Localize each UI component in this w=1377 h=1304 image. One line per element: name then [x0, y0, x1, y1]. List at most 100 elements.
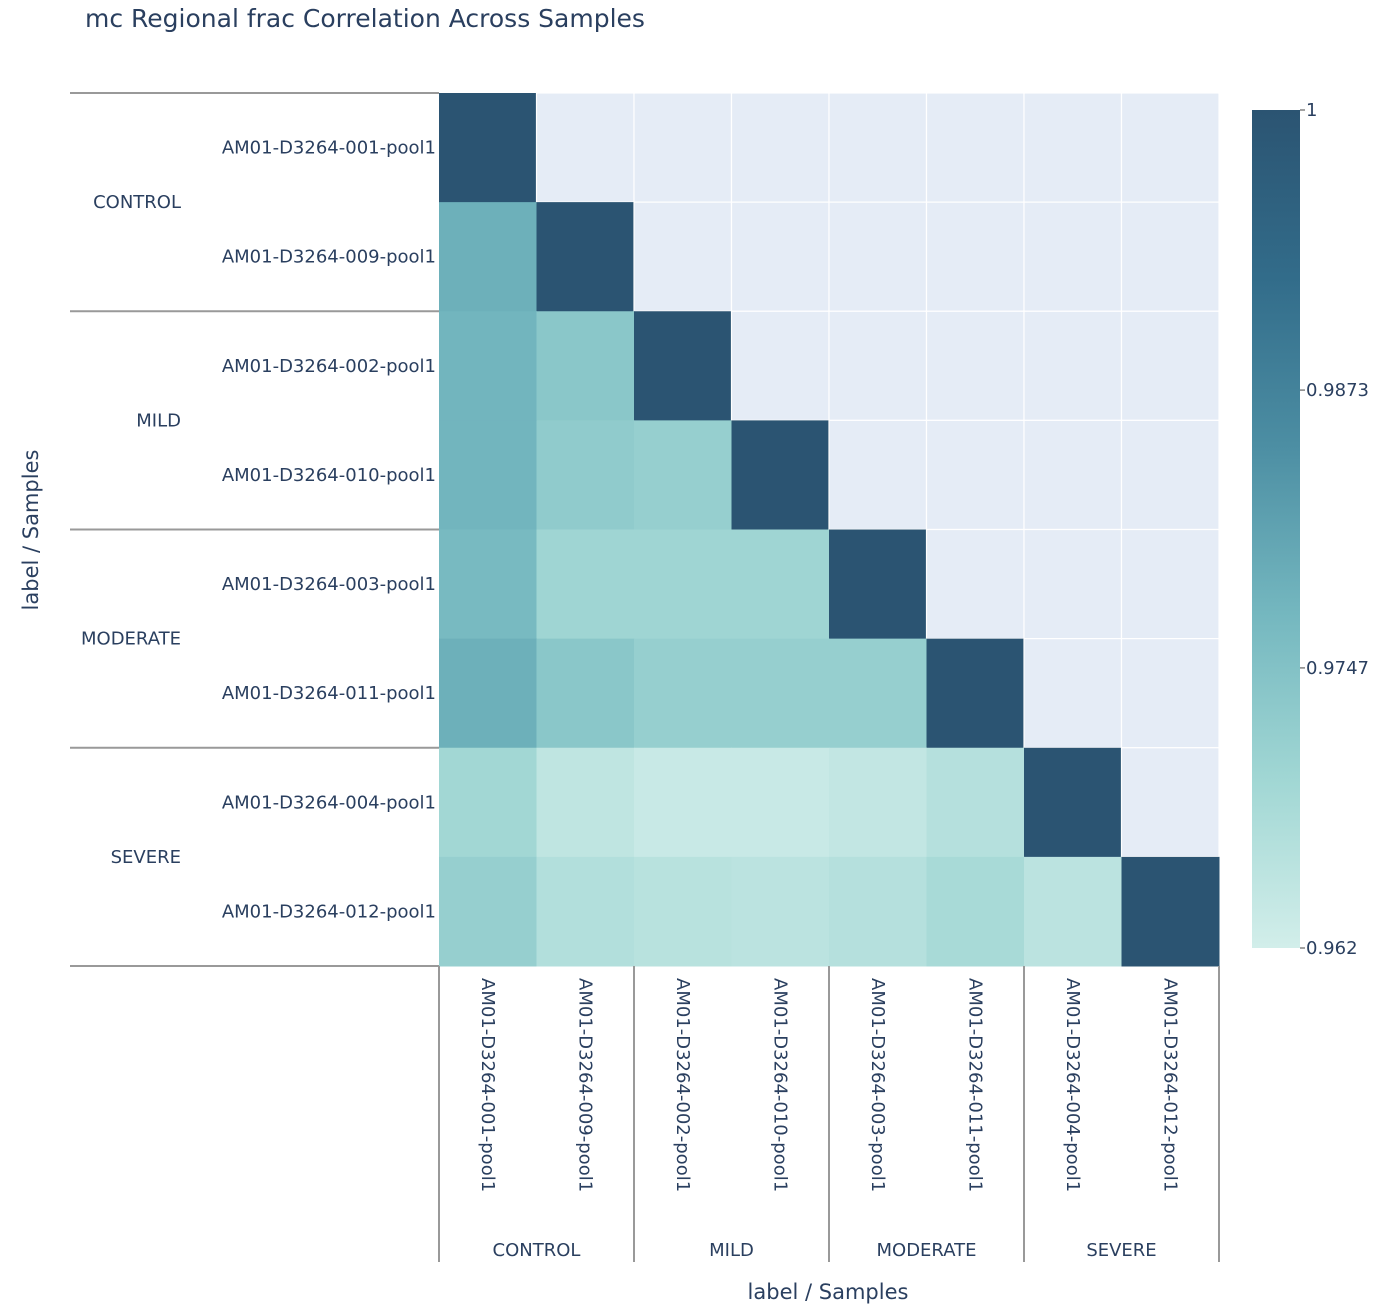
empty-cell — [1120, 419, 1220, 531]
heatmap-cell — [439, 747, 537, 858]
x-group-label: SEVERE — [1086, 1240, 1156, 1261]
empty-cell — [1120, 201, 1220, 312]
heatmap-cell — [731, 638, 830, 749]
heatmap-cell — [634, 311, 732, 421]
x-group-label: MILD — [709, 1240, 754, 1261]
heatmap-cell — [536, 420, 635, 530]
empty-cell — [1023, 419, 1123, 531]
empty-cell — [1120, 528, 1220, 640]
empty-cell — [1023, 310, 1123, 421]
heatmap-cell — [634, 420, 732, 530]
empty-cell — [925, 201, 1025, 312]
heatmap-cell — [536, 638, 635, 749]
chart-title: mc Regional frac Correlation Across Samp… — [85, 4, 645, 33]
x-tick-label: AM01-D3264-012-pool1 — [1159, 978, 1180, 1192]
x-tick-labels: AM01-D3264-001-pool1 AM01-D3264-009-pool1… — [477, 978, 1181, 1192]
empty-cell — [1120, 92, 1220, 203]
heatmap-cell — [536, 202, 635, 312]
y-tick-label: AM01-D3264-011-pool1 — [222, 683, 436, 704]
empty-cell — [1023, 638, 1123, 749]
x-group-label: CONTROL — [493, 1240, 581, 1261]
heatmap-cell — [1121, 856, 1220, 967]
x-tick-label: AM01-D3264-009-pool1 — [574, 978, 595, 1192]
heatmap-cell — [829, 638, 927, 749]
empty-cell — [925, 92, 1025, 203]
heatmap-cell — [634, 529, 732, 640]
x-tick-label: AM01-D3264-001-pool1 — [477, 978, 498, 1192]
heatmap-cell — [439, 529, 537, 640]
heatmap-cell — [731, 856, 830, 967]
group-dividers: CONTROL CONTROL MILD MILD MODERATE MODERATE SE… — [70, 92, 1220, 1262]
empty-cell — [1023, 201, 1123, 312]
x-tick-label: AM01-D3264-003-pool1 — [867, 978, 888, 1192]
x-tick-label: AM01-D3264-011-pool1 — [964, 978, 985, 1192]
y-tick-label: AM01-D3264-002-pool1 — [222, 356, 436, 377]
y-group-label: MODERATE — [81, 629, 181, 650]
x-tick-label: AM01-D3264-010-pool1 — [769, 978, 790, 1192]
heatmap-cell — [829, 529, 927, 640]
y-group-label: SEVERE — [111, 847, 181, 868]
heatmap-cell — [1024, 747, 1122, 858]
empty-cell — [828, 201, 928, 312]
colorbar-tick-label: 0.9873 — [1306, 380, 1369, 401]
heatmap-cell — [926, 856, 1025, 967]
empty-cell — [925, 419, 1025, 531]
heatmap-cell — [1024, 856, 1122, 967]
empty-cell — [730, 310, 830, 421]
y-group-label: CONTROL — [93, 192, 181, 213]
y-tick-label: AM01-D3264-009-pool1 — [222, 247, 436, 268]
empty-cell — [535, 92, 635, 203]
heatmap-cell — [634, 747, 732, 858]
y-tick-labels: AM01-D3264-001-pool1 AM01-D3264-009-pool1… — [222, 138, 436, 923]
heatmap-cell — [439, 420, 537, 530]
empty-cell — [828, 419, 928, 531]
y-tick-label: AM01-D3264-003-pool1 — [222, 574, 436, 595]
heatmap-cell — [926, 638, 1025, 749]
empty-cell — [730, 201, 830, 312]
empty-cell — [1023, 528, 1123, 640]
x-group-label: MODERATE — [877, 1240, 977, 1261]
colorbar-tick-label: 0.962 — [1306, 938, 1358, 959]
heatmap-cell — [536, 311, 635, 421]
x-tick-label: AM01-D3264-002-pool1 — [672, 978, 693, 1192]
heatmap-cell — [829, 747, 927, 858]
heatmap-cell — [439, 202, 537, 312]
y-axis-title: label / Samples — [19, 450, 43, 611]
empty-cell — [1120, 310, 1220, 421]
heatmap-cell — [536, 856, 635, 967]
x-axis-title: label / Samples — [748, 1280, 909, 1304]
heatmap-cell — [731, 420, 830, 530]
y-tick-label: AM01-D3264-004-pool1 — [222, 792, 436, 813]
empty-cell — [925, 310, 1025, 421]
heatmap-cell — [634, 638, 732, 749]
heatmap-cell — [439, 856, 537, 967]
heatmap-cell — [536, 529, 635, 640]
heatmap-cell — [926, 747, 1025, 858]
heatmap-cells — [439, 92, 1220, 967]
empty-cell — [828, 310, 928, 421]
y-tick-label: AM01-D3264-001-pool1 — [222, 138, 436, 159]
colorbar-gradient — [1252, 110, 1300, 948]
empty-cell — [1023, 92, 1123, 203]
y-group-label: MILD — [136, 410, 181, 431]
heatmap-cell — [731, 747, 830, 858]
empty-cell — [828, 92, 928, 203]
x-tick-label: AM01-D3264-004-pool1 — [1062, 978, 1083, 1192]
heatmap-cell — [439, 638, 537, 749]
colorbar-tick-label: 1 — [1306, 100, 1317, 121]
empty-cell — [1120, 638, 1220, 749]
colorbar-tick-label: 0.9747 — [1306, 658, 1369, 679]
heatmap-cell — [634, 856, 732, 967]
empty-cell — [633, 201, 733, 312]
empty-cell — [1120, 747, 1220, 858]
y-tick-label: AM01-D3264-010-pool1 — [222, 465, 436, 486]
heatmap-cell — [731, 529, 830, 640]
empty-cell — [633, 92, 733, 203]
empty-cell — [730, 92, 830, 203]
heatmap-cell — [536, 747, 635, 858]
heatmap-cell — [829, 856, 927, 967]
colorbar: 1 0.9873 0.9747 0.962 — [1252, 100, 1369, 959]
heatmap-cell — [439, 311, 537, 421]
y-tick-label: AM01-D3264-012-pool1 — [222, 901, 436, 922]
